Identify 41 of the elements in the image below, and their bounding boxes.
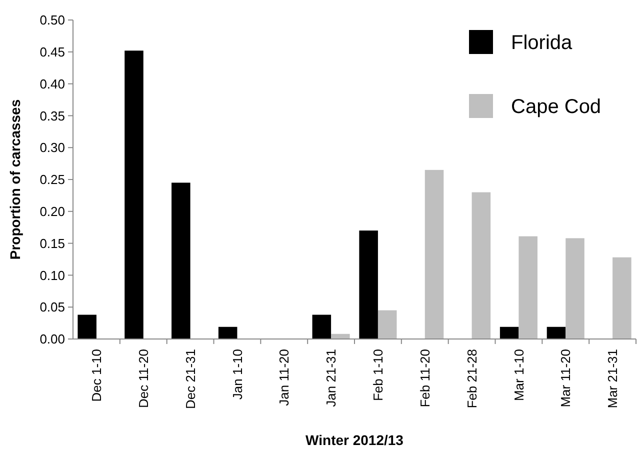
x-tick-label: Feb 1-10 [370,349,386,402]
x-tick-label: Dec 11-20 [136,349,151,408]
y-tick-label: 0.30 [40,140,65,156]
y-tick-label: 0.20 [40,204,65,219]
bar [566,238,584,339]
bar [124,50,144,339]
x-axis-title: Winter 2012/13 [306,432,404,448]
bar [359,230,378,339]
y-tick-label: 0.15 [40,236,65,251]
x-tick-label: Feb 21-28 [464,349,480,408]
x-tick-label: Jan 21-31 [324,349,339,407]
x-tick-label: Jan 1-10 [230,349,245,400]
bar [518,236,538,339]
bar [612,257,632,339]
x-tick-label: Mar 21-31 [605,349,620,408]
bar [218,326,238,339]
y-tick-label: 0.10 [40,268,65,283]
x-tick-label: Mar 1-10 [511,349,526,402]
bar [546,326,566,339]
x-tick-label: Dec 21-31 [182,349,198,409]
bar [378,310,397,339]
bar [312,314,332,339]
y-tick-label: 0.00 [40,332,65,347]
y-tick-label: 0.05 [40,300,65,315]
bar [500,326,519,339]
bar [424,170,444,339]
x-tick-label: Mar 11-20 [558,349,574,408]
y-axis-title: Proportion of carcasses [7,99,23,260]
bar [172,182,190,339]
bar [472,192,491,339]
y-tick-label: 0.45 [40,44,65,60]
y-tick-label: 0.25 [40,172,65,188]
y-tick-label: 0.40 [40,76,65,92]
y-tick-label: 0.50 [40,12,65,28]
x-tick-label: Dec 1-10 [89,349,104,402]
legend-label: Cape Cod [511,96,602,118]
bar [78,314,96,339]
x-tick-label: Feb 11-20 [417,349,432,408]
y-tick-label: 0.35 [40,108,65,124]
legend-label: Florida [511,32,574,54]
x-tick-label: Jan 11-20 [276,349,292,406]
